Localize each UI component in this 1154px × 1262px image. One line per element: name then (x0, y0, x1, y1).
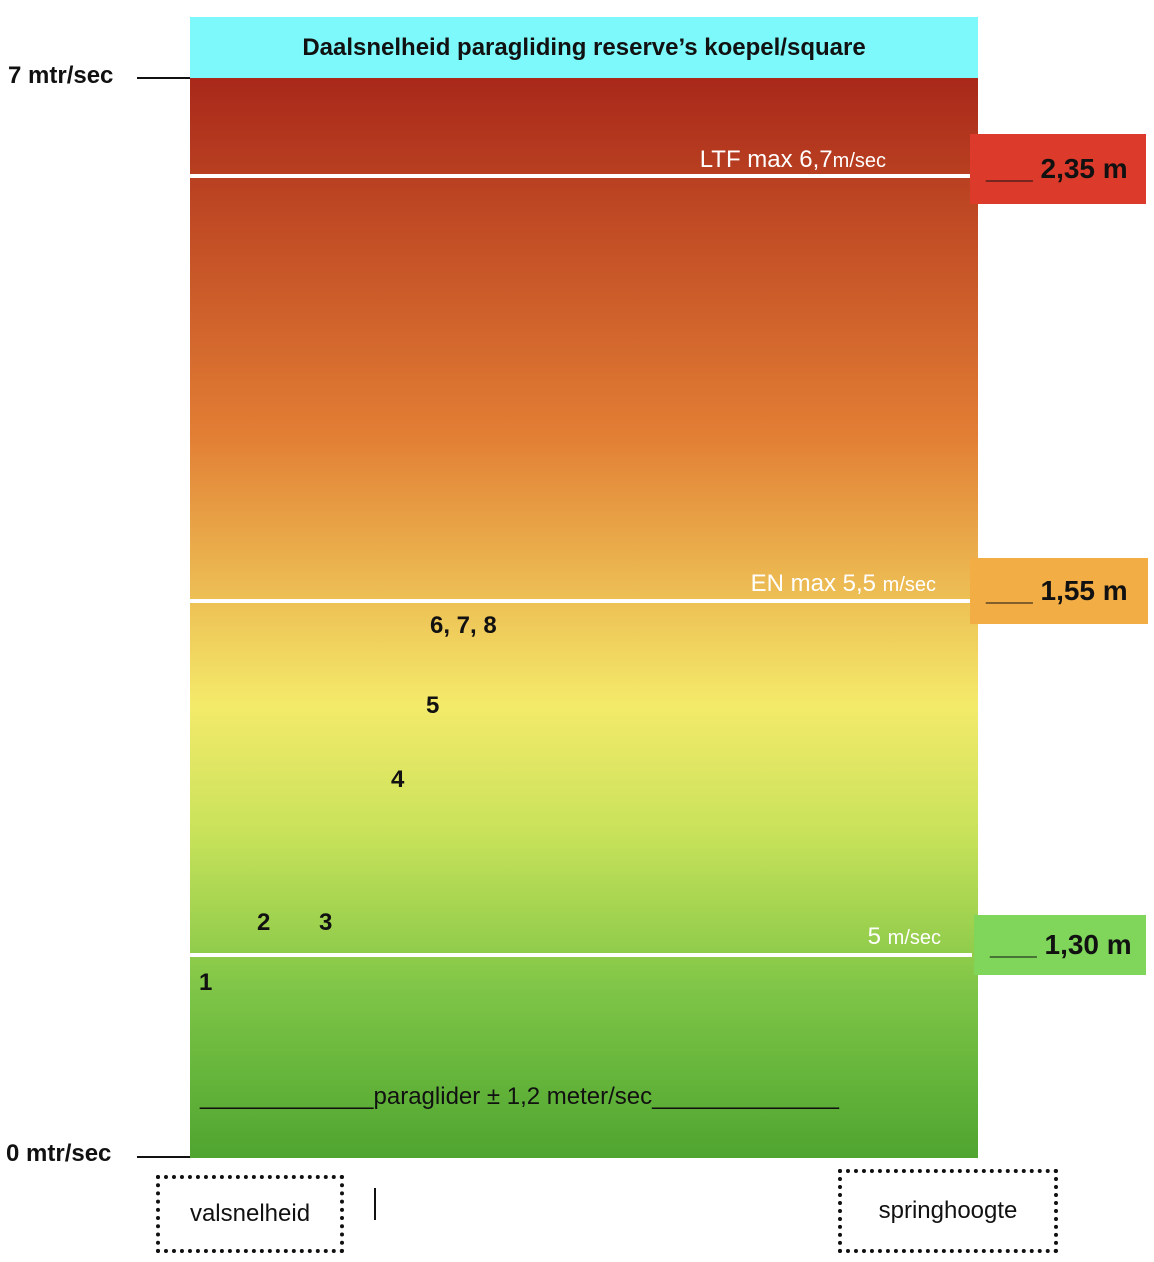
y-axis-tick-max (137, 77, 190, 79)
text-cursor (374, 1188, 376, 1220)
x-axis-label-springhoogte: springhoogte (838, 1169, 1058, 1253)
y-axis-label-min: 0 mtr/sec (6, 1140, 112, 1167)
threshold-label-ltf: LTF max 6,7m/sec (699, 146, 886, 173)
height-box-5: ___ 1,30 m (974, 915, 1146, 975)
speed-gradient-band (190, 78, 978, 1158)
threshold-line-ltf (190, 174, 972, 178)
threshold-label-5: 5 m/sec (867, 923, 941, 950)
y-axis-tick-min (137, 1156, 190, 1158)
marker-2: 2 (257, 909, 271, 936)
height-box-ltf: ___ 2,35 m (970, 134, 1146, 204)
chart-title: Daalsnelheid paragliding reserve’s koepe… (190, 17, 978, 78)
x-axis-label-valsnelheid: valsnelheid (156, 1175, 344, 1253)
threshold-label-en: EN max 5,5 m/sec (750, 570, 936, 597)
marker-1: 1 (199, 969, 213, 996)
threshold-line-5 (190, 953, 972, 957)
marker-4: 4 (391, 766, 405, 793)
marker-5: 5 (426, 692, 440, 719)
marker-3: 3 (319, 909, 333, 936)
y-axis-label-max: 7 mtr/sec (8, 62, 114, 89)
baseline-paraglider-label: _____________paraglider ± 1,2 meter/sec_… (200, 1083, 840, 1110)
threshold-line-en (190, 599, 972, 603)
height-box-en: ___ 1,55 m (970, 558, 1148, 624)
marker-6-7-8: 6, 7, 8 (430, 612, 497, 639)
